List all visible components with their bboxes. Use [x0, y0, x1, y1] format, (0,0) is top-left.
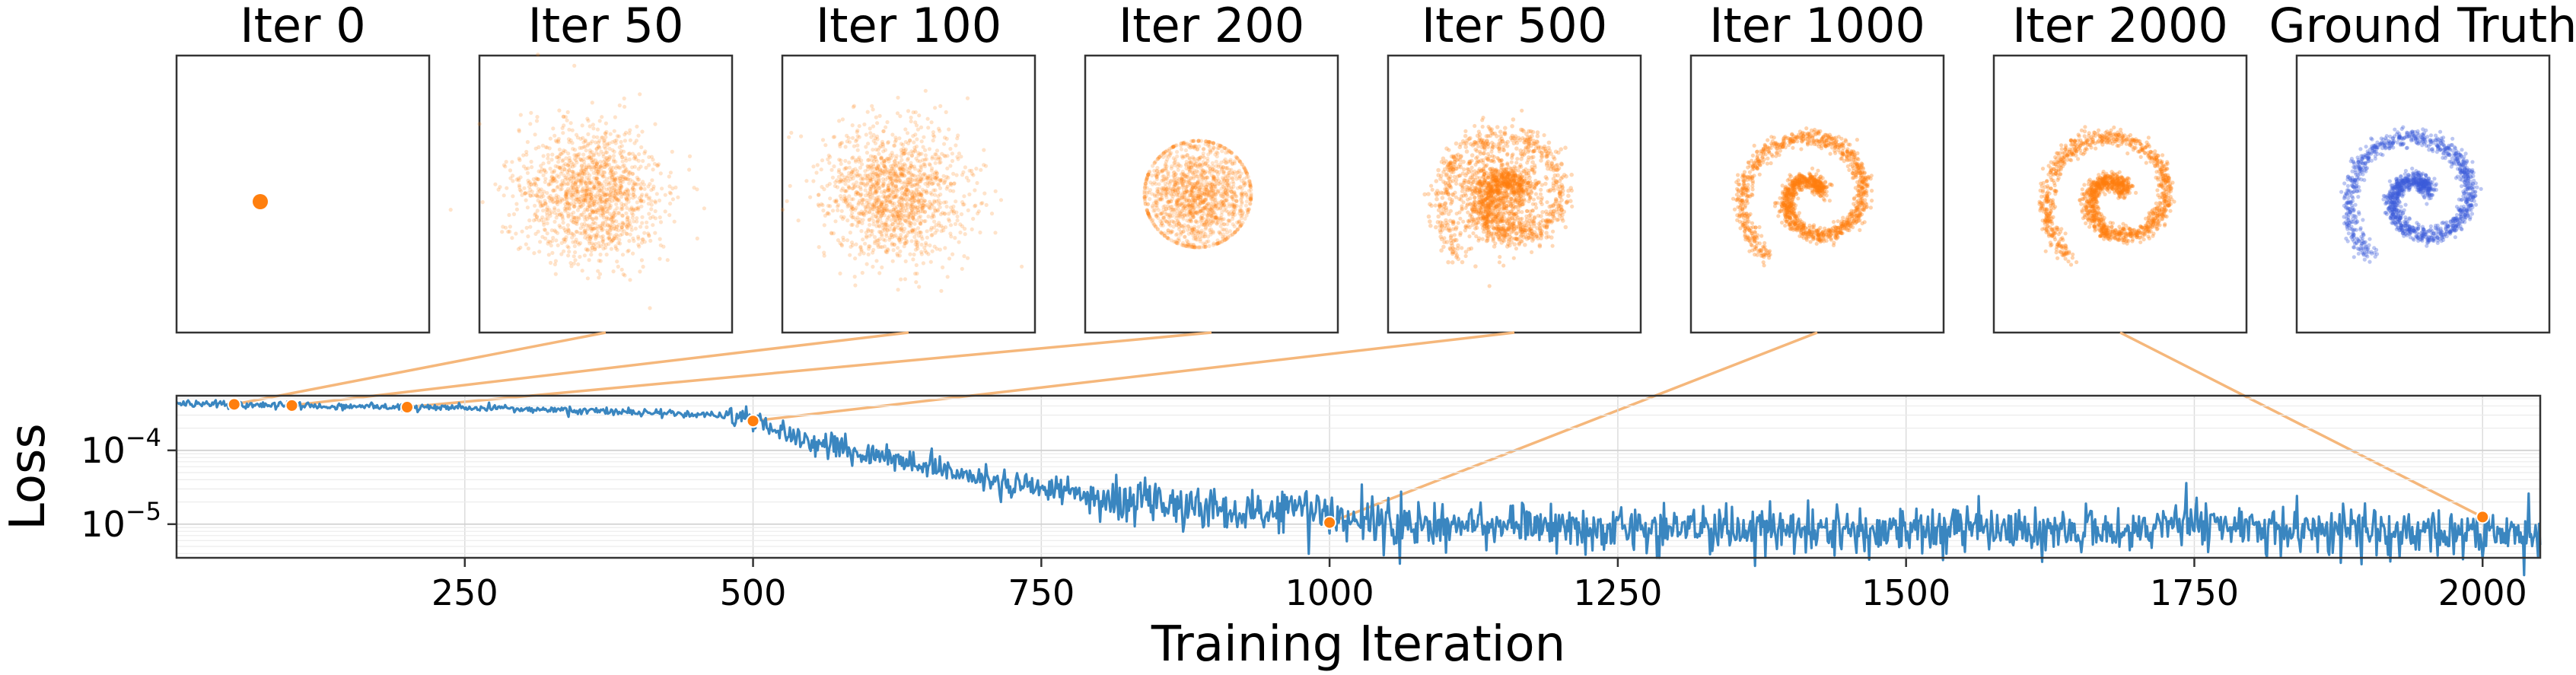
panel-frame [1387, 54, 1642, 334]
connector-2 [406, 331, 1212, 409]
scatter-panel-6: Iter 2000 [1992, 0, 2248, 334]
connector-1 [291, 331, 909, 407]
panel-title: Iter 500 [1422, 0, 1607, 53]
y-tick-label: 10−4 [81, 423, 161, 471]
x-tick-label: 1000 [1285, 572, 1374, 613]
y-tick-base: 10 [81, 430, 126, 471]
x-tick-label: 250 [431, 572, 498, 613]
panel-points [780, 88, 1024, 293]
scatter-panel-7: Ground Truth [2269, 0, 2576, 334]
x-tick-label: 1500 [1861, 572, 1950, 613]
y-tick-base: 10 [81, 504, 126, 545]
loss-markers [227, 397, 2490, 530]
point-cluster [253, 194, 268, 209]
loss-marker-5 [2476, 510, 2490, 524]
loss-marker-4 [1323, 515, 1337, 530]
scatter-panel-4: Iter 500 [1387, 0, 1642, 334]
loss-marker-2 [400, 400, 415, 415]
grid [177, 396, 2540, 558]
scatter-panel-1: Iter 50 [448, 0, 734, 334]
scatter-panels: Iter 0 Iter 50 Iter 100 Iter 200 Iter 500 Ite… [175, 0, 2576, 334]
panel-frame [1992, 54, 2248, 334]
panel-points [1142, 139, 1253, 250]
y-tick-label: 10−5 [81, 497, 161, 545]
panel-frame [1084, 54, 1339, 334]
panel-points [1422, 108, 1575, 288]
connector-lines [234, 331, 2484, 524]
x-tick-label: 1250 [1573, 572, 1662, 613]
panel-title: Iter 1000 [1709, 0, 1925, 53]
loss-marker-0 [227, 397, 241, 412]
panel-points [448, 53, 707, 310]
panel-points [2339, 125, 2483, 264]
panel-points [2037, 125, 2176, 267]
connector-5 [2119, 331, 2484, 518]
connector-0 [234, 331, 607, 406]
scatter-panel-5: Iter 1000 [1689, 0, 1945, 334]
y-tick-exponent: −4 [126, 423, 161, 452]
loss-chart: 250 500 750 1000 1250 1500 1750 2000 10−410−5 T… [0, 394, 2542, 673]
scatter-panel-3: Iter 200 [1084, 0, 1339, 334]
loss-axes-frame [175, 394, 2542, 559]
x-tick-label: 1750 [2150, 572, 2239, 613]
x-axis-label: Training Iteration [1151, 616, 1565, 673]
scatter-panel-2: Iter 100 [780, 0, 1036, 334]
connector-4 [1329, 331, 1818, 524]
loss-marker-1 [285, 398, 299, 412]
connector-3 [753, 331, 1515, 422]
panel-frame [2295, 54, 2551, 334]
x-ticks: 250 500 750 1000 1250 1500 1750 2000 [431, 558, 2527, 613]
y-axis-label: Loss [0, 423, 56, 530]
panel-title: Iter 200 [1119, 0, 1304, 53]
x-tick-label: 500 [720, 572, 787, 613]
panel-frame [175, 54, 431, 334]
panel-frame [478, 54, 734, 334]
loss-line [176, 399, 2542, 577]
loss-marker-3 [746, 414, 760, 428]
panel-title: Iter 0 [240, 0, 365, 53]
panel-title: Iter 2000 [2012, 0, 2228, 53]
y-ticks: 10−410−5 [81, 423, 177, 545]
panel-points [1731, 126, 1874, 268]
y-tick-exponent: −5 [126, 497, 161, 526]
panel-title: Iter 100 [816, 0, 1001, 53]
scatter-panel-0: Iter 0 [175, 0, 431, 334]
panel-title: Ground Truth [2269, 0, 2576, 53]
x-tick-label: 750 [1008, 572, 1075, 613]
panel-frame [1689, 54, 1945, 334]
x-tick-label: 2000 [2438, 572, 2527, 613]
panel-frame [781, 54, 1036, 334]
panel-title: Iter 50 [528, 0, 684, 53]
